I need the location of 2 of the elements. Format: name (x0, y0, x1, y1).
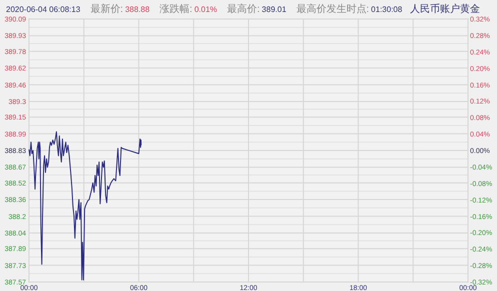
header: 2020-06-04 06:08:13 最新价: 388.88 涨跌幅: 0.01% 最高价: 389.01 最高价发生时点: 01:30:08 人民币账户黄金 (6, 4, 480, 15)
line-series (28, 131, 142, 280)
